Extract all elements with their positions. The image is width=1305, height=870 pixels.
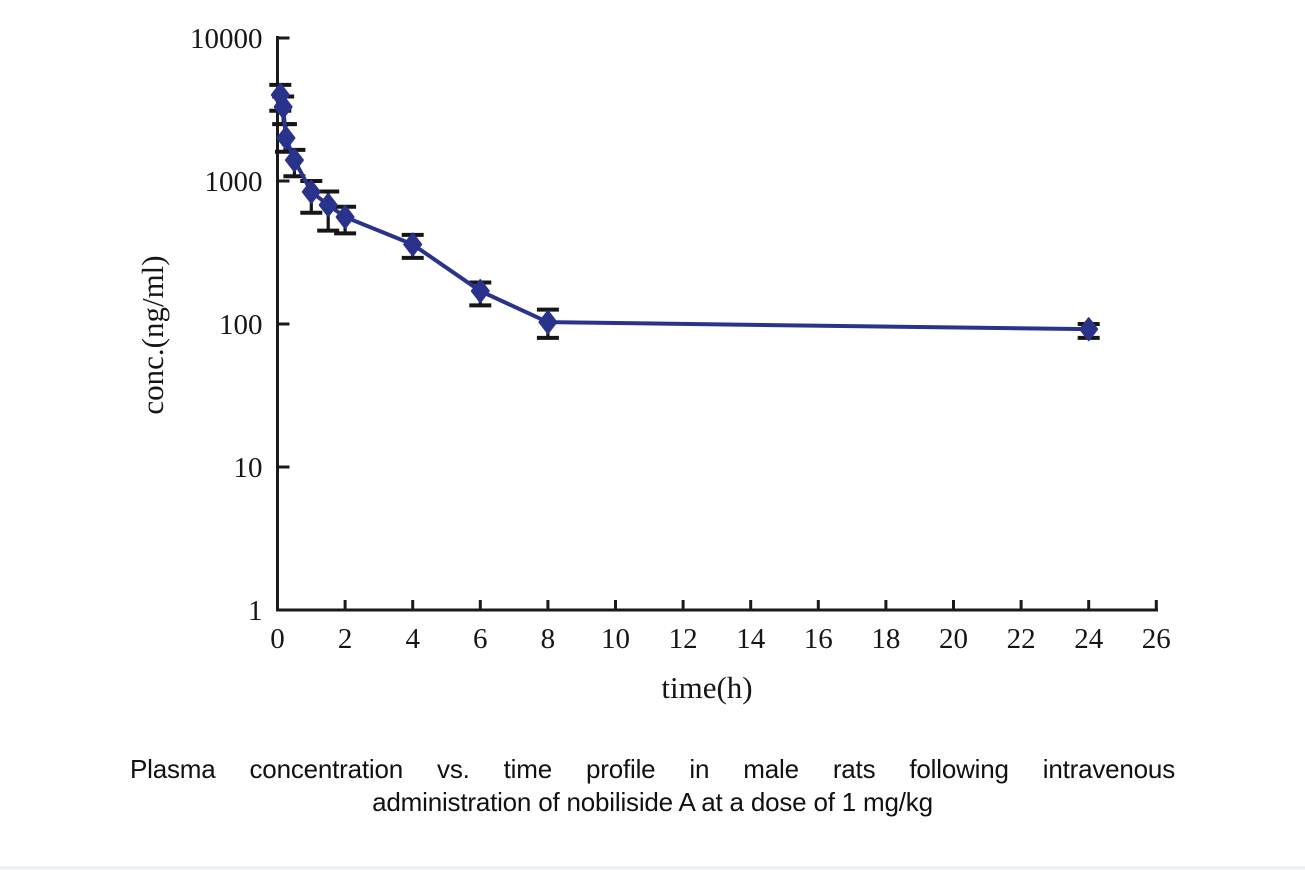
data-point-diamond xyxy=(470,279,490,304)
x-tick-label: 16 xyxy=(804,623,833,655)
y-tick-label: 100 xyxy=(219,309,263,341)
data-point-diamond xyxy=(403,232,423,257)
data-point-diamond xyxy=(301,179,321,204)
x-tick-label: 20 xyxy=(939,623,968,655)
data-point-diamond xyxy=(276,125,296,150)
x-tick-label: 18 xyxy=(871,623,900,655)
x-tick-label: 22 xyxy=(1007,623,1036,655)
x-tick-label: 0 xyxy=(270,623,285,655)
caption-line-1: Plasma concentration vs. time profile in… xyxy=(130,754,1175,784)
data-point-diamond xyxy=(318,192,338,217)
data-point-diamond xyxy=(1079,317,1099,342)
x-tick-label: 6 xyxy=(473,623,488,655)
series-line xyxy=(278,94,1089,332)
bottom-edge-strip xyxy=(0,866,1305,870)
data-point-diamond xyxy=(538,310,558,335)
x-tick-label: 8 xyxy=(541,623,556,655)
x-axis-label: time(h) xyxy=(661,670,752,705)
figure-caption: Plasma concentration vs. time profile in… xyxy=(0,753,1305,819)
y-axis-label: conc.(ng/ml) xyxy=(135,255,170,414)
y-tick-label: 10000 xyxy=(190,23,263,55)
x-tick-label: 10 xyxy=(601,623,630,655)
y-tick-label: 1 xyxy=(248,595,263,627)
x-tick-label: 2 xyxy=(338,623,353,655)
caption-line-2: administration of nobiliside A at a dose… xyxy=(372,787,933,817)
data-point-diamond xyxy=(273,94,293,119)
data-point-diamond xyxy=(284,148,304,173)
x-tick-label: 26 xyxy=(1142,623,1171,655)
y-tick-label: 1000 xyxy=(205,166,263,198)
x-tick-label: 14 xyxy=(736,623,766,655)
x-tick-label: 12 xyxy=(669,623,698,655)
y-tick-label: 10 xyxy=(234,452,263,484)
x-tick-label: 24 xyxy=(1074,623,1104,655)
x-tick-label: 4 xyxy=(405,623,420,655)
data-point-diamond xyxy=(335,205,355,230)
